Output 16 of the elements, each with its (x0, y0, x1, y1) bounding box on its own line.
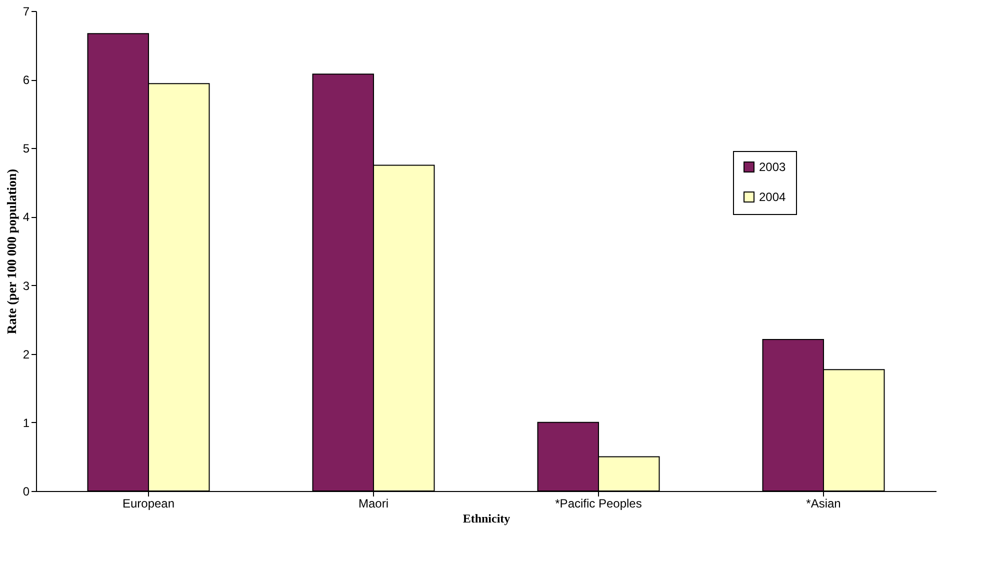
x-tick-label: *Pacific Peoples (555, 496, 642, 510)
y-tick-label: 5 (22, 142, 30, 156)
x-tick-label: European (122, 496, 175, 510)
legend-label: 2004 (759, 190, 786, 204)
y-tick-label: 6 (22, 73, 30, 88)
y-tick-label: 0 (22, 484, 30, 498)
x-tick-label: Maori (358, 496, 389, 510)
legend-label: 2003 (759, 160, 786, 174)
y-axis-title: Rate (per 100 000 population) (4, 168, 19, 334)
x-axis-title: Ethnicity (462, 512, 510, 526)
x-tick-label: *Asian (806, 496, 841, 510)
y-tick-label: 3 (22, 278, 30, 293)
y-tick-label: 4 (22, 210, 30, 224)
y-tick-label: 7 (22, 4, 30, 18)
y-tick-label: 1 (22, 416, 30, 430)
y-tick-label: 2 (22, 347, 30, 362)
